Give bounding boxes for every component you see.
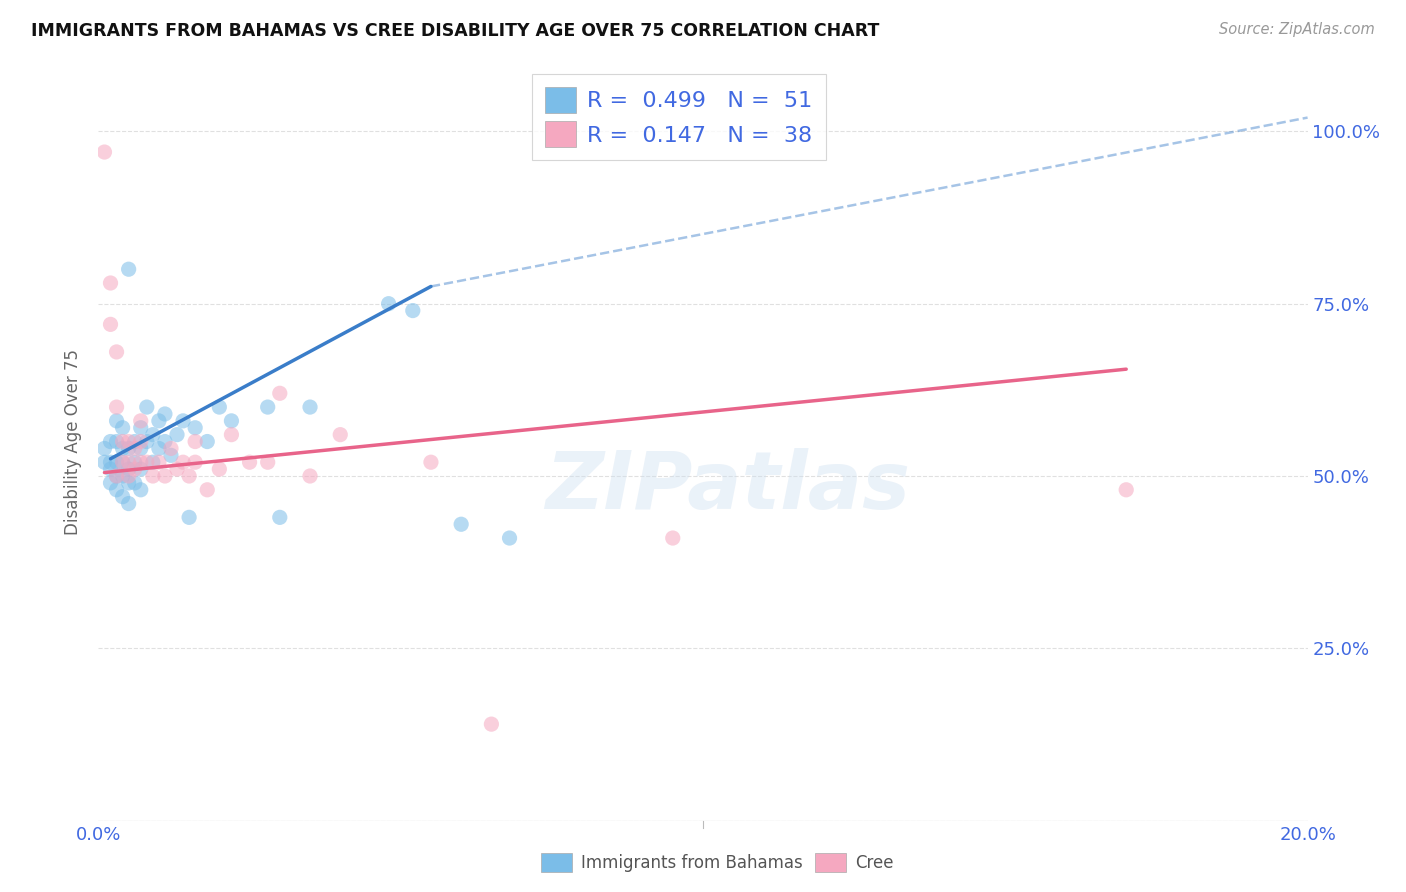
Point xyxy=(239,455,262,469)
Point xyxy=(184,421,207,435)
Point xyxy=(100,434,122,449)
Point xyxy=(129,483,152,497)
Point xyxy=(148,442,170,456)
Point xyxy=(124,434,146,449)
Point xyxy=(256,400,278,414)
Point xyxy=(450,517,472,532)
Point xyxy=(111,434,134,449)
Point xyxy=(135,434,157,449)
Point xyxy=(166,462,188,476)
Text: Source: ZipAtlas.com: Source: ZipAtlas.com xyxy=(1219,22,1375,37)
Point xyxy=(100,462,122,476)
Point xyxy=(100,455,122,469)
Point xyxy=(118,455,141,469)
Point xyxy=(124,475,146,490)
Point xyxy=(256,455,278,469)
Point xyxy=(105,469,128,483)
Point xyxy=(100,276,122,290)
Point xyxy=(179,469,201,483)
Point xyxy=(135,455,157,469)
Point xyxy=(111,455,134,469)
Point xyxy=(269,386,291,401)
Point xyxy=(184,455,207,469)
Point xyxy=(118,462,141,476)
Point xyxy=(661,531,683,545)
Point xyxy=(105,455,128,469)
Point xyxy=(179,510,201,524)
Point xyxy=(142,469,165,483)
Point xyxy=(111,469,134,483)
Point xyxy=(105,469,128,483)
Point xyxy=(153,469,176,483)
Point xyxy=(129,414,152,428)
Point xyxy=(172,414,194,428)
Text: Immigrants from Bahamas: Immigrants from Bahamas xyxy=(581,854,803,871)
Point xyxy=(129,442,152,456)
Point xyxy=(129,434,152,449)
Point xyxy=(172,455,194,469)
Point xyxy=(166,427,188,442)
Point xyxy=(118,262,141,277)
Point xyxy=(129,421,152,435)
Point xyxy=(481,717,503,731)
Point xyxy=(208,400,231,414)
Point xyxy=(105,345,128,359)
Point xyxy=(153,407,176,421)
Point xyxy=(100,475,122,490)
Point xyxy=(148,455,170,469)
Point xyxy=(402,303,425,318)
Legend: R =  0.499   N =  51, R =  0.147   N =  38: R = 0.499 N = 51, R = 0.147 N = 38 xyxy=(531,73,825,161)
Point xyxy=(105,483,128,497)
Point xyxy=(118,497,141,511)
Point xyxy=(124,442,146,456)
Point xyxy=(118,434,141,449)
Point xyxy=(100,318,122,332)
Text: IMMIGRANTS FROM BAHAMAS VS CREE DISABILITY AGE OVER 75 CORRELATION CHART: IMMIGRANTS FROM BAHAMAS VS CREE DISABILI… xyxy=(31,22,879,40)
Point xyxy=(93,442,115,456)
Point xyxy=(184,434,207,449)
Point xyxy=(142,455,165,469)
Point xyxy=(153,434,176,449)
Point xyxy=(299,400,322,414)
Point xyxy=(129,455,152,469)
Point xyxy=(93,455,115,469)
Point xyxy=(420,455,443,469)
Point xyxy=(269,510,291,524)
Point xyxy=(148,414,170,428)
Point xyxy=(118,442,141,456)
Point xyxy=(329,427,352,442)
Point xyxy=(124,462,146,476)
Point xyxy=(221,427,243,442)
Point xyxy=(93,145,115,159)
Point xyxy=(105,414,128,428)
Point xyxy=(377,296,399,310)
Point xyxy=(111,442,134,456)
Point xyxy=(118,469,141,483)
Point xyxy=(111,490,134,504)
Point xyxy=(299,469,322,483)
Point xyxy=(135,400,157,414)
Point xyxy=(142,427,165,442)
Point xyxy=(160,442,183,456)
Point xyxy=(1115,483,1137,497)
Point xyxy=(105,400,128,414)
Point xyxy=(111,455,134,469)
Point xyxy=(105,434,128,449)
Point xyxy=(208,462,231,476)
Text: Cree: Cree xyxy=(855,854,893,871)
Point xyxy=(160,448,183,462)
Point xyxy=(221,414,243,428)
Point xyxy=(195,483,218,497)
Point xyxy=(195,434,218,449)
Text: ZIPatlas: ZIPatlas xyxy=(544,448,910,526)
Y-axis label: Disability Age Over 75: Disability Age Over 75 xyxy=(65,349,83,534)
Point xyxy=(111,421,134,435)
Point xyxy=(118,475,141,490)
Point xyxy=(498,531,520,545)
Point xyxy=(129,462,152,476)
Point xyxy=(124,455,146,469)
